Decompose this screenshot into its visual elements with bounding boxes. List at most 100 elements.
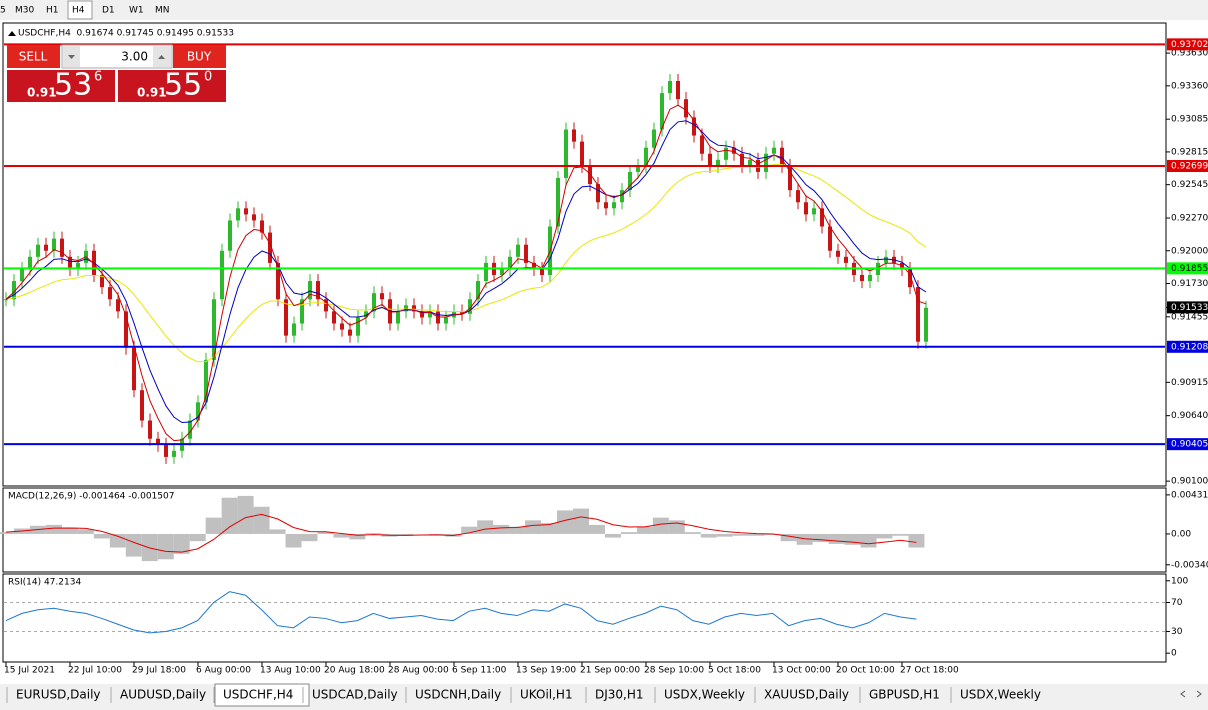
candle-body bbox=[532, 262, 536, 269]
tab[interactable]: USDX,Weekly bbox=[664, 688, 745, 702]
candle-body bbox=[516, 244, 520, 257]
down-arrow bbox=[68, 55, 75, 59]
last-price-label: 0.91533 bbox=[1171, 303, 1208, 313]
tab[interactable]: UKOil,H1 bbox=[520, 688, 573, 702]
rsi-pane bbox=[2, 573, 1167, 663]
macd-pane bbox=[2, 487, 1167, 573]
timeframe-button[interactable]: W1 bbox=[129, 6, 144, 16]
price-level-label: 0.91855 bbox=[1171, 264, 1208, 274]
candle-body bbox=[844, 256, 848, 263]
macd-bar bbox=[620, 532, 637, 534]
candle-body bbox=[580, 141, 584, 166]
x-tick-label: 15 Jul 2021 bbox=[4, 666, 55, 676]
timeframe-button[interactable]: H1 bbox=[46, 6, 59, 16]
y-tick-label: 70 bbox=[1171, 598, 1183, 608]
tab[interactable]: USDCNH,Daily bbox=[415, 688, 501, 702]
candle-body bbox=[140, 390, 144, 421]
candle-body bbox=[244, 208, 248, 215]
y-tick-label: 0 bbox=[1171, 649, 1177, 659]
timeframe-button[interactable]: D1 bbox=[102, 6, 115, 16]
active-tab[interactable] bbox=[214, 683, 310, 707]
candle-body bbox=[28, 256, 32, 269]
scroll-left[interactable] bbox=[1180, 690, 1186, 698]
active-timeframe[interactable] bbox=[67, 0, 93, 20]
tab[interactable]: GBPUSD,H1 bbox=[869, 688, 940, 702]
candle-body bbox=[276, 262, 280, 300]
macd-bar bbox=[748, 533, 765, 536]
candle-body bbox=[796, 190, 800, 203]
candle-body bbox=[572, 129, 576, 142]
candle-body bbox=[108, 287, 112, 300]
macd-bar bbox=[429, 533, 446, 535]
candle-body bbox=[324, 299, 328, 312]
candle-body bbox=[12, 281, 16, 300]
sell-price-box[interactable] bbox=[7, 70, 115, 102]
tab[interactable]: DJ30,H1 bbox=[595, 688, 644, 702]
candle-body bbox=[716, 159, 720, 166]
sell-button[interactable] bbox=[7, 45, 60, 68]
candle-body bbox=[908, 268, 912, 288]
one-click-trading: SELL 3.00 BUY 0.91 53 6 0.91 55 0 bbox=[7, 44, 226, 103]
candle-body bbox=[204, 359, 208, 403]
macd-bar bbox=[205, 517, 222, 534]
tab[interactable]: USDX,Weekly bbox=[960, 688, 1041, 702]
price-level-box bbox=[1167, 262, 1208, 275]
candle-body bbox=[372, 293, 376, 312]
buy-button[interactable] bbox=[173, 45, 226, 68]
macd-bar bbox=[732, 533, 749, 536]
price-level-box bbox=[1167, 340, 1208, 353]
candle-body bbox=[692, 117, 696, 136]
x-tick-label: 13 Aug 10:00 bbox=[260, 666, 321, 676]
sell-price-pip: 6 bbox=[94, 70, 102, 85]
candle-body bbox=[524, 244, 528, 263]
price-level-label: 0.92699 bbox=[1171, 161, 1208, 171]
timeframe-button[interactable]: H4 bbox=[72, 6, 85, 16]
macd-bar bbox=[317, 532, 334, 534]
tab[interactable]: EURUSD,Daily bbox=[16, 688, 101, 702]
tab[interactable]: USDCAD,Daily bbox=[312, 688, 398, 702]
candle-body bbox=[4, 299, 8, 301]
y-tick-label: 0.93630 bbox=[1171, 49, 1208, 59]
macd-bar bbox=[892, 533, 909, 536]
buy-price-box[interactable] bbox=[118, 70, 226, 102]
tab[interactable]: USDCHF,H4 bbox=[223, 688, 293, 702]
lot-field[interactable] bbox=[61, 44, 173, 69]
candle-body bbox=[828, 226, 832, 251]
tab[interactable]: XAUUSD,Daily bbox=[764, 688, 849, 702]
candle-body bbox=[676, 80, 680, 100]
collapse-icon[interactable] bbox=[8, 31, 16, 36]
y-tick-label: 0.91730 bbox=[1171, 279, 1208, 289]
candle-body bbox=[116, 299, 120, 312]
macd-bar bbox=[573, 508, 589, 534]
candle-body bbox=[164, 444, 168, 457]
macd-bar bbox=[876, 533, 893, 539]
candle-body bbox=[52, 238, 56, 251]
y-tick-label: 0.90100 bbox=[1171, 477, 1208, 487]
candle-body bbox=[380, 293, 384, 300]
x-tick-label: 20 Oct 10:00 bbox=[836, 666, 895, 676]
candle-body bbox=[748, 159, 752, 166]
y-tick-label: 0.92545 bbox=[1171, 180, 1208, 190]
macd-bar bbox=[652, 517, 669, 534]
candle-body bbox=[316, 281, 320, 300]
candle-body bbox=[100, 275, 104, 288]
candle-body bbox=[620, 190, 624, 203]
y-tick-label: 0.90915 bbox=[1171, 378, 1208, 388]
candle-body bbox=[732, 147, 736, 154]
price-level-box bbox=[1167, 38, 1208, 51]
candle-body bbox=[700, 135, 704, 154]
tab[interactable]: AUDUSD,Daily bbox=[120, 688, 206, 702]
candle-body bbox=[596, 184, 600, 203]
macd-bar bbox=[285, 533, 302, 548]
scroll-right[interactable] bbox=[1196, 690, 1202, 698]
timeframe-button[interactable]: MN bbox=[155, 6, 170, 16]
timeframe-button[interactable]: M30 bbox=[15, 6, 34, 16]
x-tick-label: 27 Oct 18:00 bbox=[900, 666, 959, 676]
toolbar bbox=[0, 0, 1208, 20]
macd-bar bbox=[461, 526, 478, 534]
lot-value: 3.00 bbox=[121, 50, 148, 64]
macd-bar bbox=[604, 533, 621, 538]
candle-body bbox=[364, 311, 368, 318]
candle-body bbox=[436, 311, 440, 324]
timeframe-button[interactable]: 5 bbox=[0, 6, 6, 16]
